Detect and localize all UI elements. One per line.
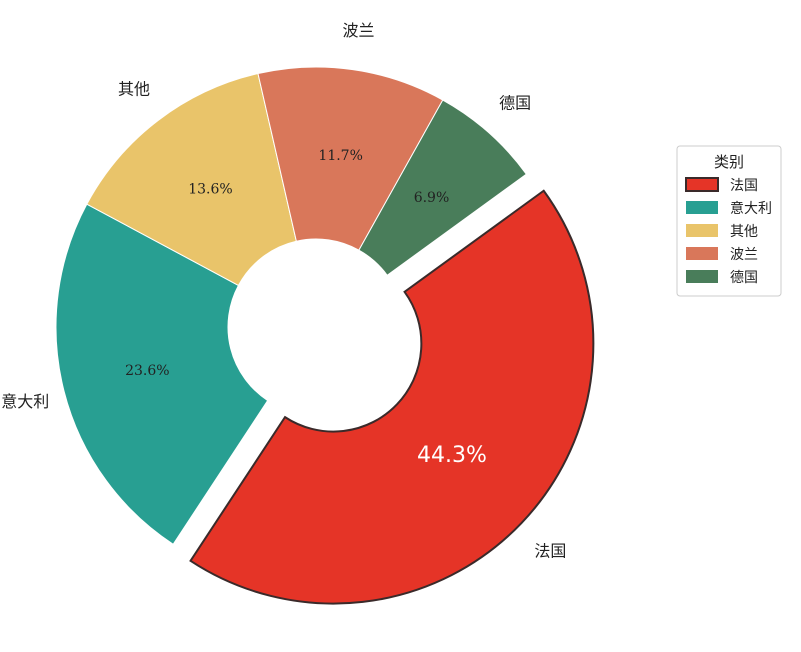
slice-5-category-label: 德国 [499, 94, 531, 113]
legend-swatch-3 [686, 224, 718, 237]
legend-label-2: 意大利 [730, 200, 772, 217]
slice-5-wedge [358, 99, 528, 276]
slice-4-percent-label: 11.7% [318, 148, 362, 164]
slice-3-wedge [86, 72, 297, 287]
slice-1-percent-label: 44.3% [417, 443, 487, 468]
slice-2-percent-label: 23.6% [125, 363, 169, 379]
legend-label-3: 其他 [730, 224, 758, 240]
slice-4-category-label: 波兰 [343, 21, 375, 40]
slices-group [55, 66, 595, 605]
slice-2-category-label: 意大利 [1, 392, 49, 411]
slice-2-wedge [55, 203, 269, 545]
legend-swatch-1 [685, 177, 719, 192]
slice-4-wedge [257, 66, 444, 251]
slice-5-percent-label: 6.9% [414, 190, 450, 206]
legend-title: 类别 [714, 153, 744, 171]
slice-3-percent-label: 13.6% [188, 182, 232, 198]
slice-1-category-label: 法国 [534, 542, 566, 561]
legend-swatch-2 [686, 201, 718, 214]
percent-labels-group: 44.3% 23.6% 13.6% 11.7% 6.9% [125, 148, 487, 468]
legend-label-1: 法国 [730, 178, 758, 194]
legend-swatch-5 [686, 270, 718, 283]
legend-label-4: 波兰 [730, 247, 758, 263]
slice-1-wedge [189, 189, 595, 605]
legend-swatch-4 [686, 247, 718, 260]
slice-3-category-label: 其他 [118, 80, 150, 99]
legend-label-5: 德国 [730, 270, 758, 286]
